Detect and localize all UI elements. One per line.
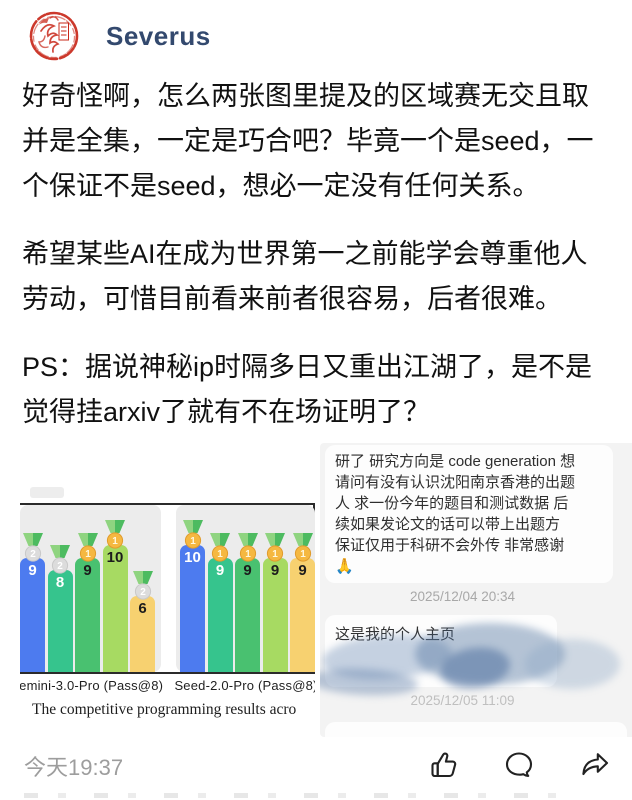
text-line: 个保证不是seed，想必一定没有任何关系。: [22, 171, 540, 201]
bar-value-label: 10: [106, 549, 124, 566]
chat-screenshot-image[interactable]: 研了 研究方向是 code generation 想请问有没有认识沈阳南京香港的…: [320, 443, 632, 737]
silver-medal-icon: 2: [22, 533, 44, 562]
praying-hands-emoji: 🙏: [335, 558, 354, 575]
paragraph: 好奇怪啊，怎么两张图里提及的区域赛无交且取 并是全集，一定是巧合吧？毕竟一个是se…: [22, 74, 616, 209]
bar: 9: [75, 558, 100, 672]
bar: 8: [47, 570, 73, 672]
chat-message-text: 这是我的个人主页: [335, 626, 456, 643]
post-timestamp: 今天19:37: [24, 755, 124, 780]
text-line: 好奇怪啊，怎么两张图里提及的区域赛无交且取: [22, 81, 589, 111]
text-line: 希望某些AI在成为世界第一之前能学会尊重他人: [22, 239, 588, 269]
chat-bubble-request: 研了 研究方向是 code generation 想请问有没有认识沈阳南京香港的…: [325, 445, 613, 583]
share-button[interactable]: [578, 748, 612, 782]
username[interactable]: Severus: [106, 20, 211, 51]
bar: 10: [180, 545, 205, 672]
figure-bottom-rule: [20, 672, 315, 674]
avatar[interactable]: [28, 10, 80, 62]
figure-caption: The competitive programming results acro: [32, 701, 297, 718]
text-line: 觉得挂arxiv了就有不在场证明了？: [22, 397, 431, 427]
bar: 10: [102, 545, 128, 672]
comment-button[interactable]: [502, 748, 536, 782]
bar-value-label: 9: [28, 562, 37, 579]
svg-text:1: 1: [190, 536, 196, 547]
redacted-scribble: [525, 639, 620, 689]
chat-text-line: 保证仅用于科研不会外传 非常感谢: [335, 537, 565, 554]
svg-text:2: 2: [140, 587, 146, 598]
gold-medal-icon: 1: [182, 520, 204, 549]
bar-value-label: 9: [298, 562, 307, 579]
text-line: 劳动，可惜目前看来前者很容易，后者很难。: [22, 284, 562, 314]
like-button[interactable]: [427, 748, 461, 782]
svg-text:1: 1: [85, 549, 91, 560]
bar: 9: [235, 558, 260, 672]
paragraph: 希望某些AI在成为世界第一之前能学会尊重他人 劳动，可惜目前看来前者很容易，后者很…: [22, 232, 616, 322]
gold-medal-icon: 1: [77, 533, 99, 562]
paragraph: PS：据说神秘ip时隔多日又重出江湖了，是不是 觉得挂arxiv了就有不在场证明了…: [22, 345, 616, 435]
chat-text-line: 研了 研究方向是 code generation 想: [335, 453, 576, 470]
cropped-artifact: [30, 487, 64, 498]
text-line: 并是全集，一定是巧合吧？毕竟一个是seed，一: [22, 126, 594, 156]
red-seal-avatar-icon: [29, 11, 79, 61]
gold-medal-icon: 1: [237, 533, 259, 562]
bar-chart: 9 2 8 2 9 1 10 1 6 2 10 1 9 1 9 1 9 1 9 1: [20, 503, 315, 674]
bar-value-label: 8: [55, 574, 65, 591]
chat-text-line: 人 求一份今年的题目和测试数据 后: [335, 495, 569, 512]
gold-medal-icon: 1: [209, 533, 231, 562]
svg-text:1: 1: [245, 549, 251, 560]
gold-medal-icon: 1: [292, 533, 314, 562]
bar: 6: [130, 596, 155, 672]
chat-bubble-homepage: 这是我的个人主页: [325, 615, 557, 687]
figure-top-rule: [20, 503, 315, 505]
svg-text:1: 1: [272, 549, 278, 560]
svg-text:1: 1: [112, 536, 118, 547]
svg-text:2: 2: [30, 549, 36, 560]
group-label-seed: Seed-2.0-Pro (Pass@8): [174, 678, 315, 693]
chat-text-line: 续如果发论文的话可以带上出题方: [335, 516, 561, 533]
bar: 9: [290, 558, 315, 672]
bar-value-label: 9: [83, 562, 92, 579]
group-label-gemini: Gemini-3.0-Pro (Pass@8): [20, 678, 164, 693]
attached-images: 9 2 8 2 9 1 10 1 6 2 10 1 9 1 9 1 9 1 9 1 Gemini-3.0-Pro (P…: [0, 443, 632, 737]
svg-text:1: 1: [300, 549, 306, 560]
chat-text-line: 请问有没有认识沈阳南京香港的出题: [335, 474, 576, 491]
chat-bubble-partial: [325, 722, 627, 737]
silver-medal-icon: 2: [49, 545, 71, 574]
silver-medal-icon: 2: [132, 571, 154, 600]
next-row-cropped-content: [24, 793, 584, 798]
bar: 9: [262, 558, 288, 672]
bar-value-label: 6: [138, 600, 147, 617]
svg-text:1: 1: [217, 549, 223, 560]
bar-value-label: 10: [184, 549, 201, 566]
chat-timestamp-1: 2025/12/04 20:34: [409, 589, 516, 604]
redacted-scribble: [415, 623, 565, 685]
bar-value-label: 9: [215, 562, 225, 579]
gold-medal-icon: 1: [104, 520, 126, 549]
gold-medal-icon: 1: [264, 533, 286, 562]
svg-text:2: 2: [57, 561, 63, 572]
bar: 9: [207, 558, 233, 672]
text-line: PS：据说神秘ip时隔多日又重出江湖了，是不是: [22, 352, 593, 382]
post-body-text: 好奇怪啊，怎么两张图里提及的区域赛无交且取 并是全集，一定是巧合吧？毕竟一个是se…: [22, 74, 616, 458]
bar-value-label: 9: [270, 562, 280, 579]
chat-timestamp-2: 2025/12/05 11:09: [410, 693, 515, 708]
post-header: Severus: [28, 8, 211, 64]
bar: 9: [20, 558, 45, 672]
chart-image[interactable]: 9 2 8 2 9 1 10 1 6 2 10 1 9 1 9 1 9 1 9 1 Gemini-3.0-Pro (P…: [20, 443, 315, 737]
bar-value-label: 9: [243, 562, 252, 579]
